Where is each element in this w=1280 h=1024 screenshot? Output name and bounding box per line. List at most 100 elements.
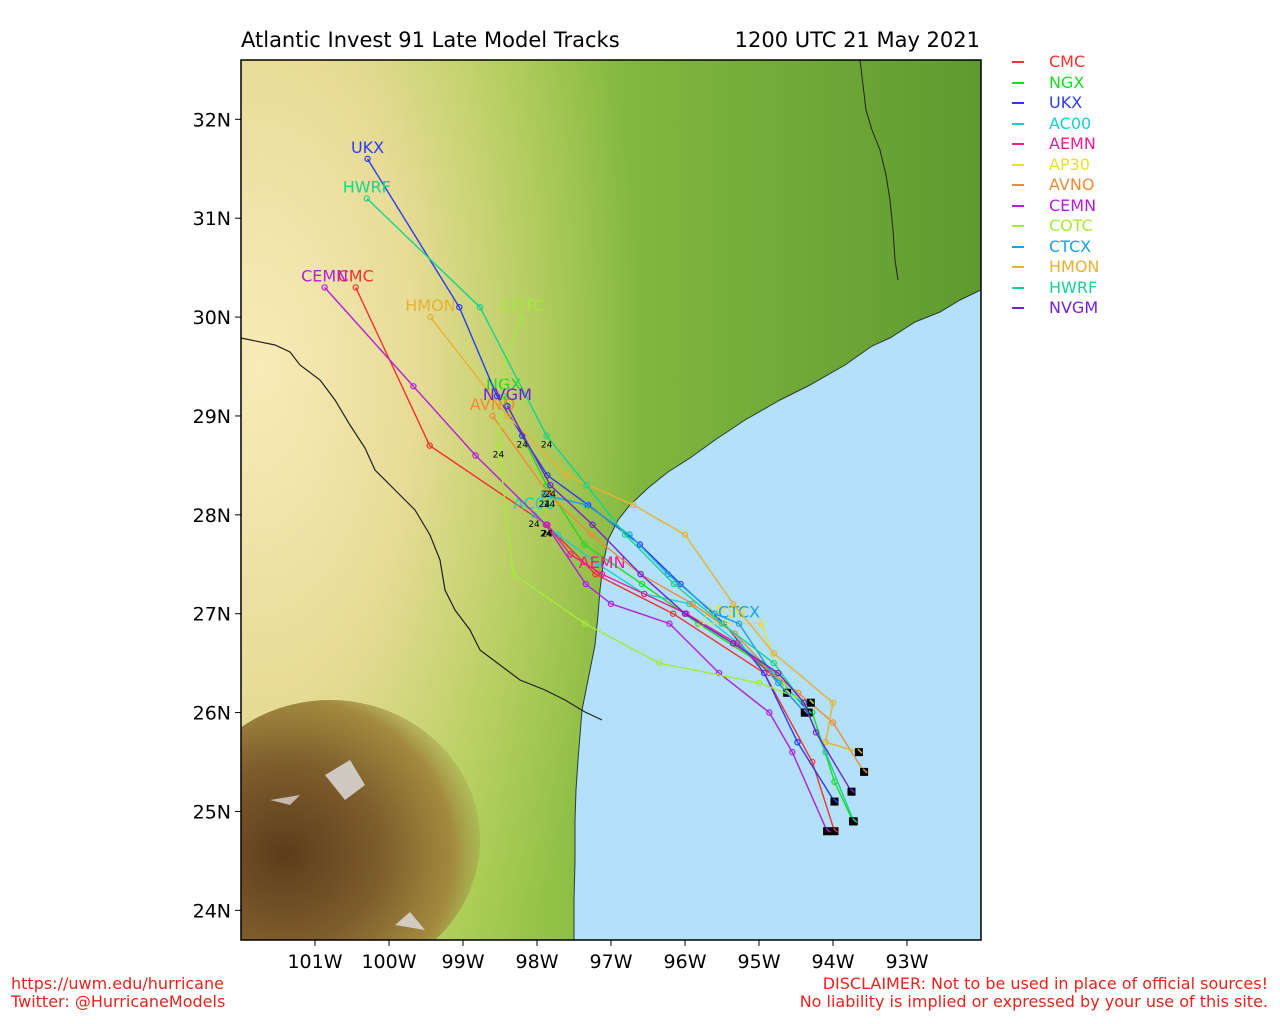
track-line (492, 415, 865, 773)
track-point (636, 541, 644, 548)
legend-label: CEMN (1049, 195, 1097, 215)
start-marker-mark (862, 768, 868, 774)
track-point (598, 570, 606, 578)
track-label: COTC (500, 296, 544, 315)
legend-item-aemn: AEMN (1012, 134, 1099, 155)
legend-label: AEMN (1049, 134, 1096, 153)
track-point (698, 620, 705, 627)
legend-item-cemn: CEMN (1012, 196, 1099, 217)
country-border (241, 337, 603, 721)
start-marker (854, 748, 863, 757)
track-point (718, 620, 726, 627)
track-point (607, 600, 615, 608)
track-point (547, 481, 554, 489)
track-line (355, 287, 836, 832)
track-point (583, 481, 590, 489)
track-label: HWRF (343, 177, 391, 196)
track-point (755, 679, 763, 687)
legend-item-cmc: CMC (1012, 52, 1099, 73)
track-point (502, 353, 510, 360)
legend-label: UKX (1049, 93, 1083, 112)
track-hmon: HMON (405, 296, 863, 757)
track-point (769, 669, 776, 677)
track-point (829, 719, 837, 726)
track-label: AVNO (470, 395, 515, 414)
track-point (735, 620, 743, 627)
start-marker-mark (832, 798, 839, 804)
footer-credits: https://uwm.edu/hurricane Twitter: @Hurr… (11, 975, 225, 1011)
legend-label: COTC (1049, 216, 1093, 235)
start-marker (823, 827, 832, 836)
track-point (504, 412, 511, 420)
track-cemn: 24 CEMN (301, 266, 832, 836)
legend-item-ngx: NGX (1012, 73, 1099, 94)
x-axis: 101W 100W 99W 98W 97W 96W 95W 94W 93W (287, 940, 929, 973)
hour-24-label: 24 (516, 441, 528, 451)
track-point (426, 442, 433, 449)
track-point (352, 284, 359, 291)
start-marker-mark (849, 788, 856, 794)
track-point (519, 313, 526, 321)
legend-label: AP30 (1049, 154, 1090, 174)
track-point (689, 600, 696, 608)
track-cotc: 24 COTC (493, 296, 815, 707)
track-line (544, 494, 806, 714)
legend-item-nvgm: NVGM (1012, 298, 1099, 319)
start-marker-mark (857, 748, 863, 754)
y-tick-label: 30N (193, 307, 231, 329)
footer-disclaimer: DISCLAIMER: Not to be used in place of o… (800, 975, 1268, 1011)
track-label: CMC (338, 266, 374, 285)
x-tick-label: 98W (516, 951, 559, 973)
x-tick-label: 100W (361, 951, 416, 973)
track-label: HMON (405, 296, 455, 315)
y-tick-label: 25N (193, 801, 231, 823)
hour-24-label: 24 (541, 441, 553, 451)
track-point (789, 748, 796, 756)
track-avno: 24 AVNO (470, 395, 869, 776)
track-line (506, 405, 853, 793)
hour-24-label: 24 (528, 520, 540, 530)
track-point (581, 541, 588, 548)
start-marker (847, 787, 856, 796)
track-point (758, 620, 765, 627)
footer-url[interactable]: https://uwm.edu/hurricane (11, 974, 224, 993)
track-point (766, 709, 773, 716)
track-point (637, 570, 644, 578)
mountain-shading (241, 700, 480, 940)
disclaimer-line-1: DISCLAIMER: Not to be used in place of o… (822, 974, 1268, 993)
legend-swatch (1012, 245, 1024, 248)
legend-label: CMC (1049, 52, 1086, 71)
hour-24-label: 24 (544, 500, 556, 510)
track-point (489, 412, 496, 420)
track-line (701, 622, 788, 694)
legend-item-ap30: AP30 (1012, 155, 1099, 176)
start-marker (830, 827, 839, 836)
mountain-peak (270, 795, 300, 805)
legend-item-avno: AVNO (1012, 175, 1099, 196)
model-tracks: 24CMC24NGX24UKX24AC0024AEMNAP3024AVNO24C… (301, 138, 869, 836)
track-point (592, 570, 599, 578)
track-point (711, 610, 718, 617)
legend-swatch (1012, 163, 1024, 166)
track-point (731, 630, 738, 637)
track-point (410, 383, 417, 390)
track-point (800, 699, 808, 706)
start-marker (800, 708, 809, 717)
track-point (829, 699, 837, 706)
legend-swatch (1012, 143, 1024, 146)
legend-swatch (1012, 184, 1024, 187)
y-tick-label: 31N (193, 208, 231, 230)
legend-item-ukx: UKX (1012, 93, 1099, 114)
track-point (500, 392, 507, 400)
track-point (822, 739, 829, 746)
track-line (497, 316, 812, 704)
legend-swatch (1012, 122, 1024, 125)
track-point (427, 313, 434, 321)
track-point (363, 195, 370, 202)
track-point (775, 669, 782, 677)
start-marker (830, 797, 839, 806)
footer-twitter[interactable]: Twitter: @HurricaneModels (11, 992, 226, 1011)
y-tick-label: 26N (193, 703, 231, 725)
track-point (681, 610, 689, 617)
track-point (582, 580, 590, 588)
